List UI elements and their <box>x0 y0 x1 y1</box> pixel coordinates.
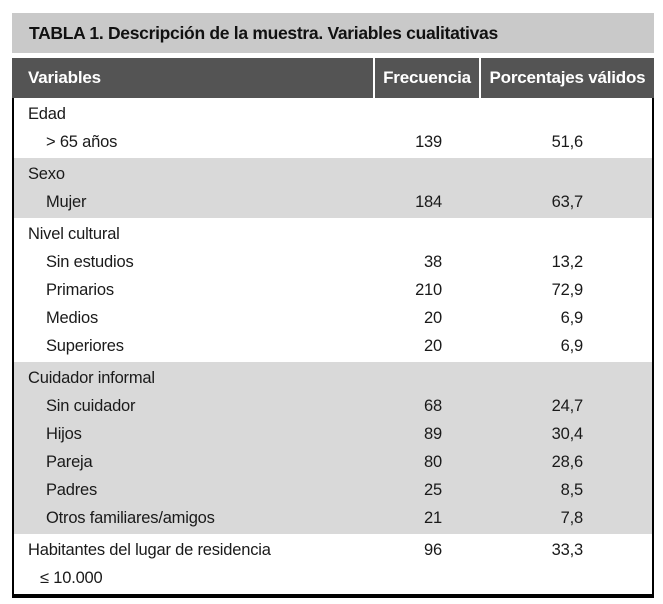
section-nivel-cultural: Nivel cultural Sin estudios 38 13,2 Prim… <box>14 218 652 362</box>
table-row: Mujer 184 63,7 <box>14 188 652 216</box>
table-row: Primarios 210 72,9 <box>14 276 652 304</box>
row-percentage: 30,4 <box>551 425 584 443</box>
row-frequency: 80 <box>424 453 442 471</box>
table-row: Edad <box>14 100 652 128</box>
row-label: Edad <box>28 105 66 123</box>
table-header-row: Variables Frecuencia Porcentajes válidos <box>12 58 654 98</box>
table-row: > 65 años 139 51,6 <box>14 128 652 156</box>
row-label: Otros familiares/amigos <box>46 509 215 527</box>
row-percentage <box>479 364 652 392</box>
row-frequency: 25 <box>424 481 442 499</box>
row-percentage: 72,9 <box>551 281 584 299</box>
table-row: ≤ 10.000 <box>14 564 652 592</box>
table-row: Nivel cultural <box>14 220 652 248</box>
row-label: Habitantes del lugar de residencia <box>28 541 271 559</box>
row-label: ≤ 10.000 <box>40 569 103 587</box>
row-percentage: 28,6 <box>551 453 584 471</box>
row-label: Padres <box>46 481 98 499</box>
row-label: Hijos <box>46 425 82 443</box>
row-percentage: 13,2 <box>551 253 584 271</box>
table-row: Sin estudios 38 13,2 <box>14 248 652 276</box>
row-label: Sin cuidador <box>46 397 136 415</box>
row-frequency: 20 <box>424 337 442 355</box>
row-frequency: 20 <box>424 309 442 327</box>
row-label: Medios <box>46 309 98 327</box>
table-body: Edad > 65 años 139 51,6 Sexo Mujer 184 6… <box>12 98 654 598</box>
row-percentage: 8,5 <box>560 481 584 499</box>
table-row: Sin cuidador 68 24,7 <box>14 392 652 420</box>
row-percentage <box>479 564 652 592</box>
table-row: Padres 25 8,5 <box>14 476 652 504</box>
row-label: Primarios <box>46 281 114 299</box>
table-row: Superiores 20 6,9 <box>14 332 652 360</box>
row-percentage: 63,7 <box>551 193 584 211</box>
row-label: > 65 años <box>46 133 118 151</box>
table-row: Hijos 89 30,4 <box>14 420 652 448</box>
row-percentage: 6,9 <box>560 309 584 327</box>
row-label: Pareja <box>46 453 93 471</box>
row-frequency: 96 <box>424 541 442 559</box>
row-percentage: 24,7 <box>551 397 584 415</box>
row-frequency: 184 <box>415 193 442 211</box>
row-frequency <box>375 160 479 188</box>
table-row: Pareja 80 28,6 <box>14 448 652 476</box>
section-cuidador-informal: Cuidador informal Sin cuidador 68 24,7 H… <box>14 362 652 534</box>
row-percentage: 7,8 <box>560 509 584 527</box>
row-frequency: 68 <box>424 397 442 415</box>
section-sexo: Sexo Mujer 184 63,7 <box>14 158 652 218</box>
table-row: Sexo <box>14 160 652 188</box>
row-label: Cuidador informal <box>28 369 155 387</box>
row-frequency: 21 <box>424 509 442 527</box>
column-header-variables: Variables <box>28 68 101 87</box>
row-label: Sin estudios <box>46 253 134 271</box>
table-row: Otros familiares/amigos 21 7,8 <box>14 504 652 532</box>
row-frequency: 139 <box>415 133 442 151</box>
section-habitantes: Habitantes del lugar de residencia 96 33… <box>14 534 652 594</box>
row-percentage <box>479 100 652 128</box>
row-frequency <box>375 564 479 592</box>
table-title: TABLA 1. Descripción de la muestra. Vari… <box>12 13 654 53</box>
row-frequency: 38 <box>424 253 442 271</box>
row-percentage: 6,9 <box>560 337 584 355</box>
row-label: Mujer <box>46 193 87 211</box>
row-percentage <box>479 160 652 188</box>
row-percentage <box>479 220 652 248</box>
row-frequency <box>375 364 479 392</box>
column-header-frecuencia: Frecuencia <box>373 58 479 98</box>
table-row: Cuidador informal <box>14 364 652 392</box>
row-frequency: 89 <box>424 425 442 443</box>
row-label: Nivel cultural <box>28 225 120 243</box>
row-frequency <box>375 220 479 248</box>
column-header-porcentajes: Porcentajes válidos <box>479 58 654 98</box>
table-row: Medios 20 6,9 <box>14 304 652 332</box>
row-frequency <box>375 100 479 128</box>
row-label: Sexo <box>28 165 65 183</box>
row-percentage: 51,6 <box>551 133 584 151</box>
table-row: Habitantes del lugar de residencia 96 33… <box>14 536 652 564</box>
row-frequency: 210 <box>415 281 442 299</box>
section-edad: Edad > 65 años 139 51,6 <box>14 98 652 158</box>
row-percentage: 33,3 <box>551 541 584 559</box>
row-label: Superiores <box>46 337 124 355</box>
